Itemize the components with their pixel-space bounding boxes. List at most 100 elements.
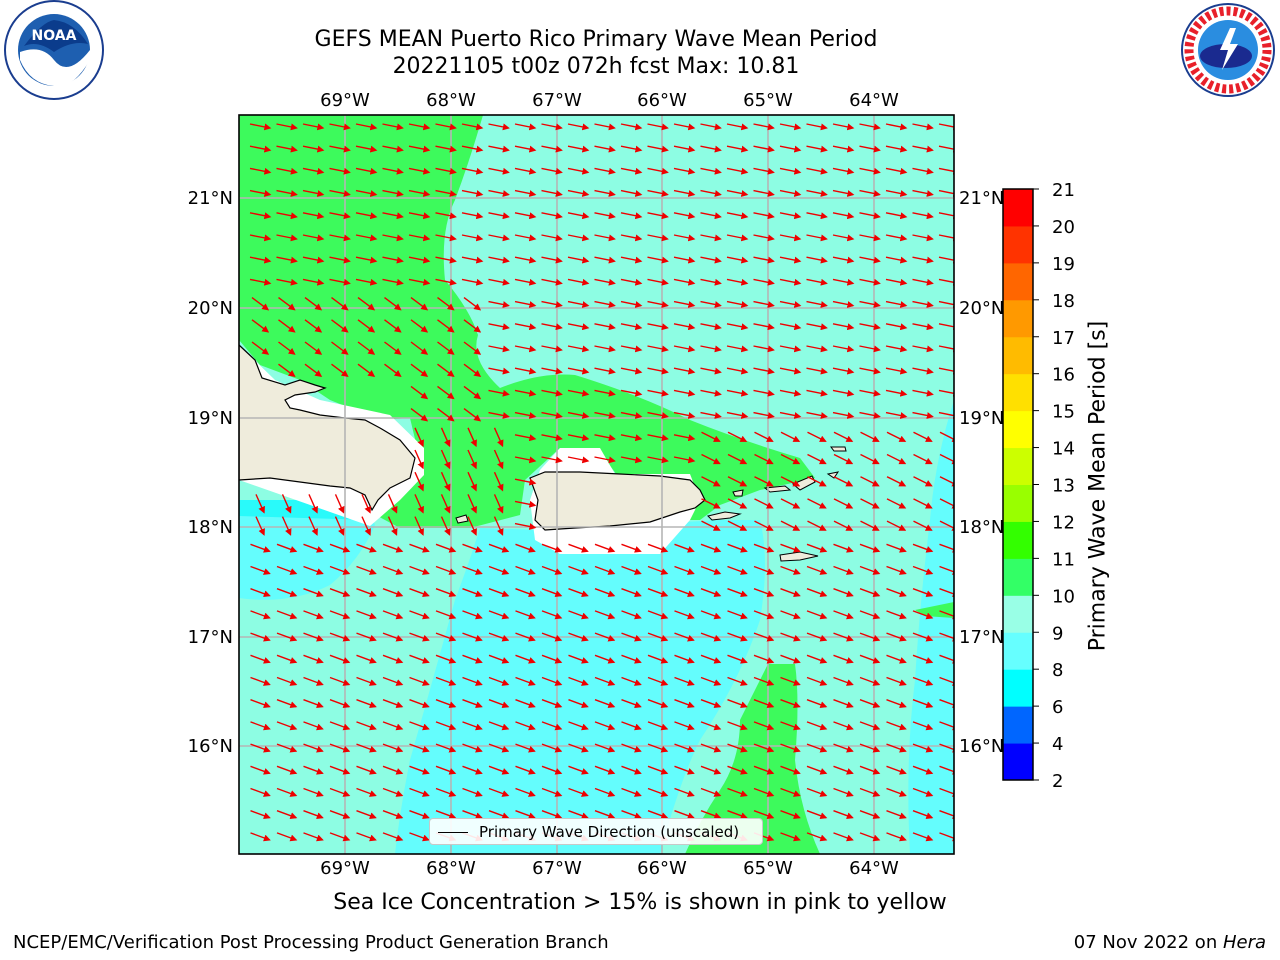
wave-direction-arrow xyxy=(939,787,954,797)
wave-direction-arrow xyxy=(859,411,881,419)
wave-direction-arrow xyxy=(700,810,722,820)
wave-direction-arrow xyxy=(382,743,404,753)
wave-direction-arrow xyxy=(435,234,457,242)
wave-direction-arrow xyxy=(913,498,933,509)
wave-direction-arrow xyxy=(620,189,643,197)
lon-label-top: 64°W xyxy=(849,90,899,111)
wave-direction-arrow xyxy=(594,234,616,242)
wave-direction-arrow xyxy=(859,721,881,731)
wave-direction-arrow xyxy=(913,431,933,442)
wave-direction-arrow xyxy=(859,389,881,397)
wave-direction-arrow xyxy=(939,765,954,775)
wave-direction-arrow xyxy=(833,588,854,598)
wave-direction-arrow xyxy=(462,810,483,820)
wave-direction-arrow xyxy=(276,212,298,220)
wave-direction-arrow xyxy=(308,494,318,514)
wave-direction-arrow xyxy=(414,427,424,448)
wave-direction-arrow xyxy=(886,431,907,442)
wave-direction-arrow xyxy=(754,520,774,531)
wave-direction-arrow xyxy=(753,300,775,308)
wave-direction-arrow xyxy=(832,234,855,242)
wave-direction-arrow xyxy=(673,300,696,308)
wave-direction-arrow xyxy=(886,654,907,664)
wave-direction-arrow xyxy=(410,297,429,311)
wave-direction-arrow xyxy=(255,516,265,536)
wave-direction-arrow xyxy=(912,323,934,331)
wave-direction-arrow xyxy=(356,743,377,753)
wave-direction-arrow xyxy=(885,167,908,175)
wave-direction-arrow xyxy=(806,810,828,820)
wave-direction-arrow xyxy=(912,389,934,397)
wave-direction-arrow xyxy=(384,297,402,311)
wave-direction-arrow xyxy=(355,278,378,286)
wave-direction-arrow xyxy=(674,632,695,642)
wave-direction-arrow xyxy=(515,632,536,642)
wave-direction-arrow xyxy=(620,256,643,264)
wave-direction-arrow xyxy=(462,765,483,775)
wave-direction-arrow xyxy=(647,743,669,753)
wave-direction-arrow xyxy=(382,832,404,842)
wave-direction-arrow xyxy=(912,676,934,686)
wave-direction-arrow xyxy=(304,341,323,355)
wave-direction-arrow xyxy=(753,610,775,620)
wave-direction-arrow xyxy=(276,699,298,709)
wave-direction-arrow xyxy=(780,476,801,487)
wave-direction-arrow xyxy=(938,189,954,197)
wave-direction-arrow xyxy=(568,610,589,620)
wave-direction-arrow xyxy=(329,145,351,153)
wave-direction-arrow xyxy=(727,588,748,598)
wave-direction-arrow xyxy=(701,476,721,487)
colorbar-tick-label: 4 xyxy=(1052,734,1063,755)
wave-direction-arrow xyxy=(304,319,323,333)
wave-direction-arrow xyxy=(357,341,376,355)
wave-direction-arrow xyxy=(938,300,954,308)
wave-direction-arrow xyxy=(568,810,589,820)
wave-direction-arrow xyxy=(435,787,457,797)
wave-direction-arrow xyxy=(753,699,775,709)
wave-direction-arrow xyxy=(276,610,298,620)
wave-direction-arrow xyxy=(779,323,802,331)
wave-direction-arrow xyxy=(753,765,775,775)
wave-direction-arrow xyxy=(780,765,801,775)
wave-direction-arrow xyxy=(700,367,722,375)
noaa-logo: NOAA xyxy=(4,0,104,100)
wave-direction-arrow xyxy=(833,498,854,509)
colorbar-tick-label: 17 xyxy=(1052,328,1075,349)
wave-direction-arrow xyxy=(382,787,404,797)
wave-direction-arrow xyxy=(488,765,510,775)
wave-direction-arrow xyxy=(753,543,775,553)
wave-direction-arrow xyxy=(488,743,510,753)
wave-direction-arrow xyxy=(647,212,669,220)
wave-direction-arrow xyxy=(488,721,510,731)
wave-direction-arrow xyxy=(355,256,378,264)
wave-direction-arrow xyxy=(859,234,881,242)
wave-direction-arrow xyxy=(726,389,749,397)
wave-direction-arrow xyxy=(276,167,298,175)
wave-direction-arrow xyxy=(541,721,563,731)
wave-direction-arrow xyxy=(514,145,537,153)
wave-direction-arrow xyxy=(753,367,775,375)
colorbar-bin xyxy=(1003,410,1033,449)
wave-direction-arrow xyxy=(568,787,589,797)
wave-direction-arrow xyxy=(514,434,537,442)
wave-direction-arrow xyxy=(700,699,722,709)
wave-direction-arrow xyxy=(488,787,510,797)
wave-direction-arrow xyxy=(541,145,563,153)
wave-direction-arrow xyxy=(541,632,563,642)
colorbar-tick-label: 19 xyxy=(1052,254,1075,275)
wave-direction-arrow xyxy=(912,543,934,553)
wave-direction-arrow xyxy=(833,832,854,842)
period-field-10-11-east-patch xyxy=(915,602,954,618)
wave-direction-arrow xyxy=(382,543,404,553)
wave-direction-arrow xyxy=(912,411,934,419)
wave-direction-arrow xyxy=(700,323,722,331)
wave-direction-arrow xyxy=(647,588,669,598)
wave-direction-arrow xyxy=(885,345,908,353)
wave-direction-arrow xyxy=(541,389,563,397)
lat-label-right: 21°N xyxy=(959,188,1004,209)
wave-direction-arrow xyxy=(303,743,324,753)
wave-direction-arrow xyxy=(541,411,563,419)
wave-direction-arrow xyxy=(780,543,801,553)
wave-direction-arrow xyxy=(700,278,722,286)
wave-direction-arrow xyxy=(833,543,854,553)
